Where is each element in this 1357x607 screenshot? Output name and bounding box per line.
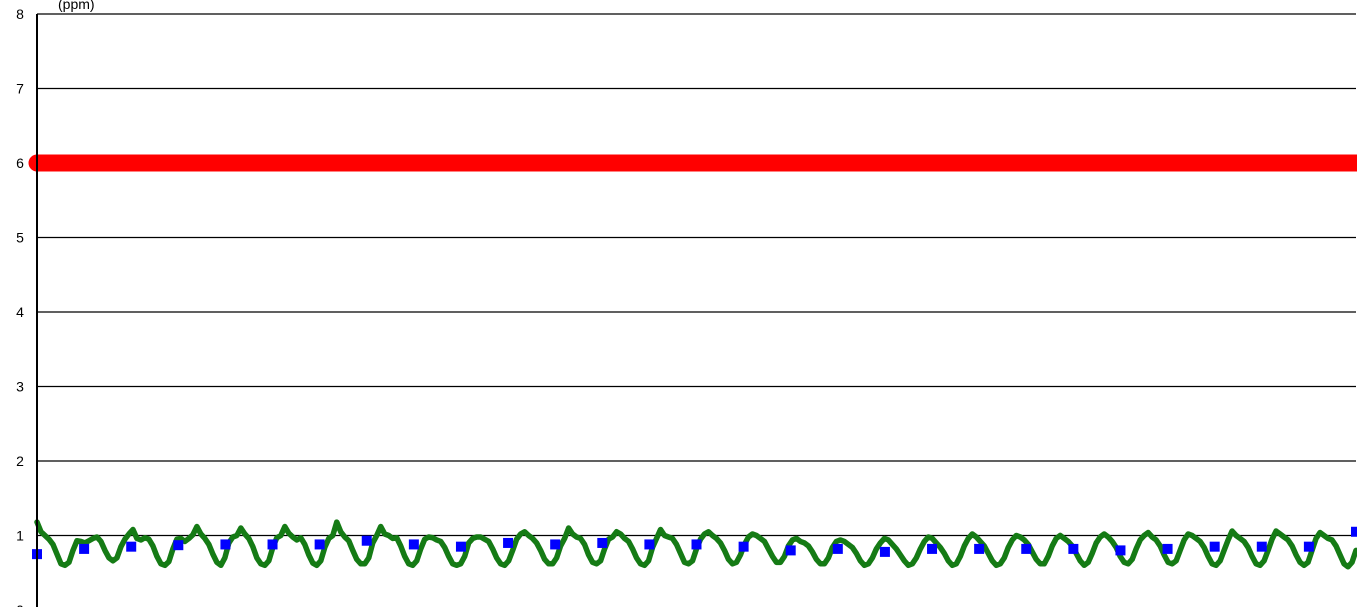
y-tick-label-8: 8 [16, 6, 24, 22]
grid [37, 13, 1356, 537]
chart-title-fragment: (ppm) [58, 0, 95, 12]
daily-point-6 [267, 539, 278, 550]
daily-point-13 [597, 537, 608, 548]
daily-point-9 [408, 539, 419, 550]
y-tick-label-5: 5 [16, 230, 24, 246]
daily-point-10 [455, 541, 466, 552]
daily-point-28 [1303, 541, 1314, 552]
daily-point-19 [879, 546, 890, 557]
daily-point-4 [173, 540, 184, 551]
y-tick-label-1: 1 [16, 528, 24, 544]
series-layer [28, 154, 1357, 570]
y-tick-label-6: 6 [16, 155, 24, 171]
daily-point-12 [550, 539, 561, 550]
daily-point-5 [220, 539, 231, 550]
daily-point-23 [1068, 543, 1079, 554]
daily-point-26 [1209, 541, 1220, 552]
daily-point-17 [785, 545, 796, 556]
daily-point-25 [1162, 543, 1173, 554]
daily-point-2 [79, 543, 90, 554]
y-tick-label-3: 3 [16, 379, 24, 395]
daily-point-27 [1256, 541, 1267, 552]
daily-point-3 [126, 541, 137, 552]
daily-point-11 [503, 537, 514, 548]
daily-point-22 [1021, 543, 1032, 554]
daily-point-7 [314, 539, 325, 550]
daily-point-14 [644, 539, 655, 550]
y-tick-label-7: 7 [16, 81, 24, 97]
daily-point-24 [1115, 545, 1126, 556]
daily-point-18 [832, 543, 843, 554]
y-tick-label-2: 2 [16, 453, 24, 469]
daily-point-20 [927, 543, 938, 554]
daily-point-15 [691, 539, 702, 550]
daily-point-8 [361, 535, 372, 546]
y-tick-label-0: 0 [16, 602, 24, 607]
daily-point-16 [738, 541, 749, 552]
y-tick-label-4: 4 [16, 304, 24, 320]
daily-point-29 [1351, 526, 1357, 537]
daily-point-21 [974, 543, 985, 554]
y-axis-ticks: 0 1 2 3 4 5 6 7 8 [16, 6, 24, 607]
